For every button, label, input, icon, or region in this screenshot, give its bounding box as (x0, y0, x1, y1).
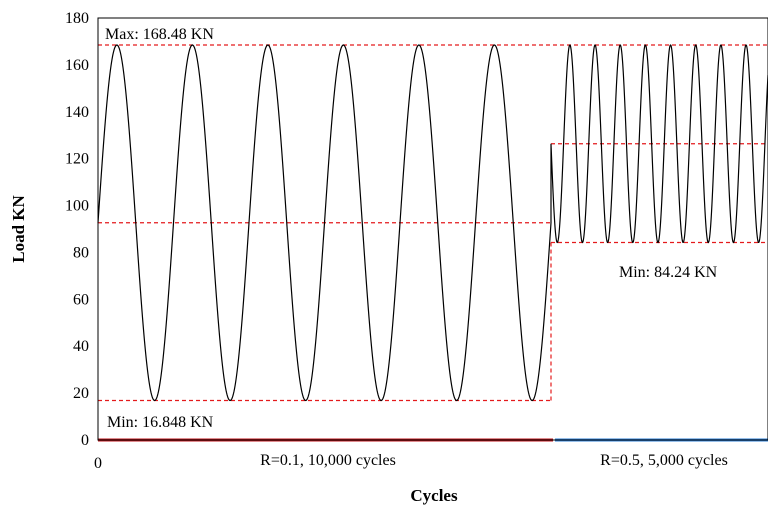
annotation-min-r01: Min: 16.848 KN (107, 414, 214, 431)
y-tick-label-80: 80 (73, 244, 89, 261)
phase-label-r05: R=0.5, 5,000 cycles (600, 452, 728, 469)
reference-lines (98, 44, 768, 402)
y-tick-labels: 0 20 40 60 80 100 120 140 160 180 (65, 10, 89, 449)
y-tick-label-20: 20 (73, 385, 89, 402)
x-axis-title: Cycles (410, 486, 458, 505)
y-axis-title: Load KN (9, 195, 28, 263)
plot-frame (97, 17, 768, 441)
annotation-min-r05: Min: 84.24 KN (619, 264, 718, 281)
y-tick-label-100: 100 (65, 198, 89, 215)
y-tick-label-0: 0 (81, 432, 89, 449)
x-tick-label-0: 0 (94, 455, 102, 472)
phase-label-r01: R=0.1, 10,000 cycles (260, 452, 396, 469)
load-series-line (97, 44, 768, 402)
y-tick-label-40: 40 (73, 338, 89, 355)
load-waveform (97, 44, 768, 402)
annotation-max: Max: 168.48 KN (105, 26, 214, 43)
y-tick-label-180: 180 (65, 10, 89, 27)
y-tick-label-120: 120 (65, 151, 89, 168)
y-tick-label-160: 160 (65, 57, 89, 74)
y-tick-label-140: 140 (65, 104, 89, 121)
y-tick-label-60: 60 (73, 291, 89, 308)
